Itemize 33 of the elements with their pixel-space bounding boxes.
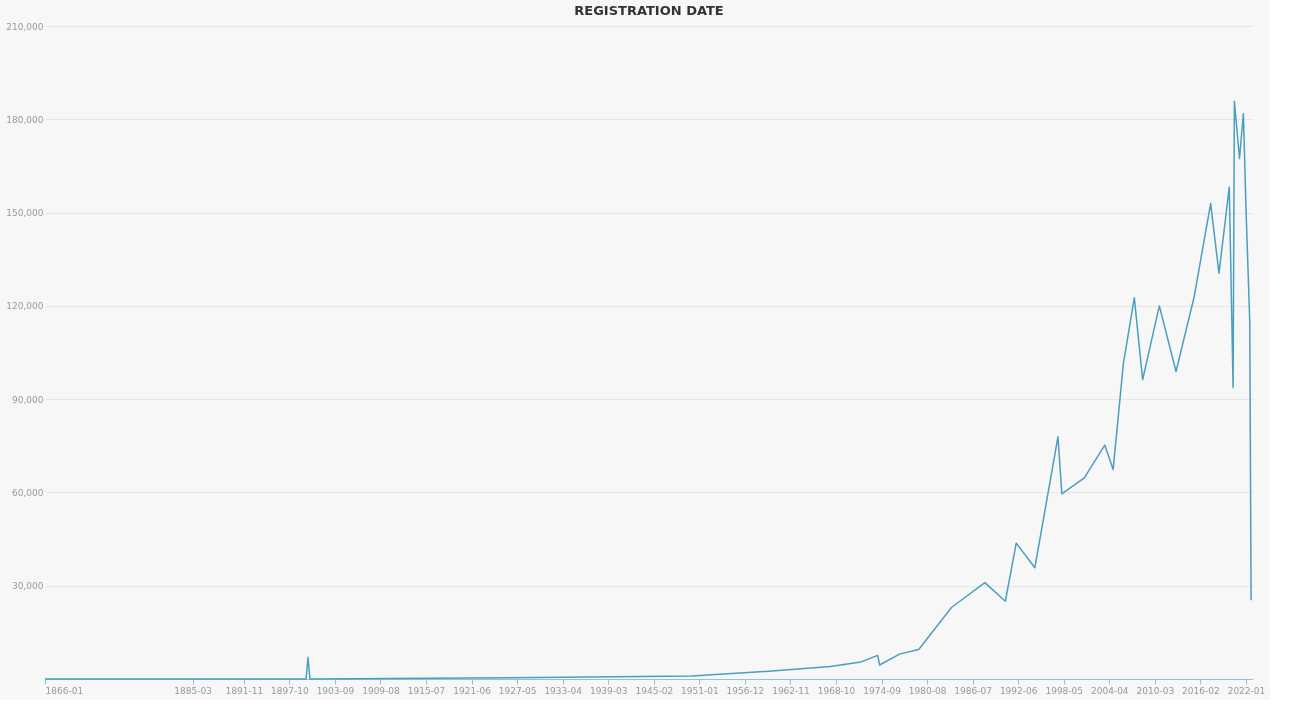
x-tick-label: 1921-06 xyxy=(453,685,492,696)
y-tick-label: 30,000 xyxy=(12,581,44,592)
x-tick-label: 1945-02 xyxy=(635,685,674,696)
x-tick-label: 2016-02 xyxy=(1182,685,1220,696)
y-tick-label: 150,000 xyxy=(6,208,44,219)
x-tick-label: 1909-08 xyxy=(362,685,401,696)
y-tick-label: 60,000 xyxy=(12,487,44,498)
x-tick-label: 1986-07 xyxy=(954,685,992,696)
x-tick-label: 2004-04 xyxy=(1090,685,1129,696)
x-tick-label: 1968-10 xyxy=(817,685,856,696)
x-tick-label: 1956-12 xyxy=(726,685,765,696)
x-tick-label: 1866-01 xyxy=(45,685,84,696)
x-tick-label: 1915-07 xyxy=(407,685,446,696)
x-tick-label: 1933-04 xyxy=(544,685,583,696)
x-tick-label: 1980-08 xyxy=(908,685,947,696)
y-tick-label: 210,000 xyxy=(6,21,44,32)
x-tick-label: 1927-05 xyxy=(498,685,537,696)
x-tick-label: 2022-01 xyxy=(1227,685,1266,696)
x-tick-label: 1885-03 xyxy=(174,685,212,696)
x-tick-label: 1962-11 xyxy=(772,685,810,696)
y-tick-label: 120,000 xyxy=(6,301,44,312)
x-tick-label: 2010-03 xyxy=(1136,685,1175,696)
x-tick-label: 1951-01 xyxy=(681,685,719,696)
x-tick-label: 1974-09 xyxy=(863,685,902,696)
y-tick-label: 90,000 xyxy=(12,394,44,405)
x-tick-label: 1998-05 xyxy=(1045,685,1084,696)
x-tick-label: 1939-03 xyxy=(589,685,628,696)
x-tick-label: 1891-11 xyxy=(225,685,264,696)
x-tick-label: 1897-10 xyxy=(271,685,309,696)
x-tick-label: 1903-09 xyxy=(316,685,355,696)
x-tick-label: 1992-06 xyxy=(999,685,1038,696)
chart-title: REGISTRATION DATE xyxy=(574,3,724,18)
y-tick-label: 180,000 xyxy=(6,114,44,125)
